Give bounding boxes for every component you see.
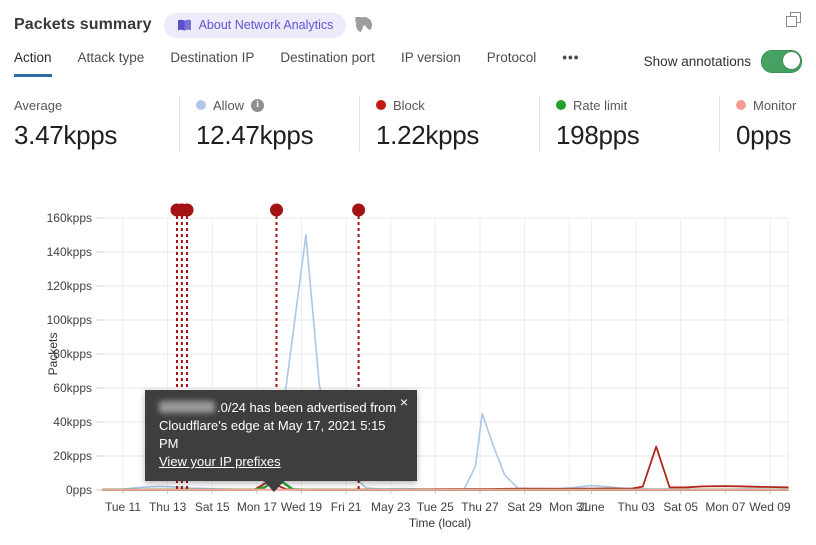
stat-average-label: Average [14,97,63,113]
x-tick-label: Wed 09 [749,500,790,514]
tab-ip-version[interactable]: IP version [400,50,461,65]
tooltip-line1: .0/24 has been advertised from [217,400,397,415]
x-tick-label: Wed 19 [281,500,322,514]
copy-window-icon[interactable] [786,12,802,28]
toggle-knob [783,52,800,69]
badge-label: About Network Analytics [198,18,334,32]
view-ip-prefixes-link[interactable]: View your IP prefixes [159,454,281,469]
show-annotations-label: Show annotations [643,54,751,69]
info-icon[interactable]: i [251,98,265,112]
annotation-tooltip: × .0/24 has been advertised from Cloudfl… [145,390,417,492]
x-tick-label: Thu 27 [461,500,499,514]
stats-row: Average 3.47kpps Allow i 12.47kpps Block… [14,96,816,151]
y-tick-label: 60kpps [53,381,92,395]
x-tick-label: Mon 31 [549,500,589,514]
stat-monitor-value: 0pps [736,120,792,150]
tooltip-line2: Cloudflare's edge at May 17, 2021 5:15 P… [159,418,386,451]
x-tick-label: Tue 11 [105,500,141,514]
tab-protocol[interactable]: Protocol [486,50,537,65]
x-tick-label: June [578,500,604,514]
annotation-marker[interactable] [269,203,283,217]
stat-average-value: 3.47kpps [14,120,118,150]
y-tick-label: 40kpps [53,415,92,429]
tooltip-text: .0/24 has been advertised from Cloudflar… [159,399,405,471]
block-dot [376,100,386,110]
about-network-analytics-badge[interactable]: About Network Analytics [163,12,347,38]
stat-block-value: 1.22kpps [376,120,480,150]
pie-chart-icon [356,17,373,33]
more-tabs-button[interactable]: ••• [562,50,580,65]
page-title: Packets summary [14,16,152,33]
tab-destination-port[interactable]: Destination port [280,50,375,65]
monitor-dot [736,100,746,110]
stat-monitor: Monitor 0pps [719,96,816,151]
stat-block-label: Block [393,97,425,113]
x-tick-label: Sat 05 [663,500,698,514]
y-axis-title: Packets [46,333,60,376]
y-tick-label: 0pps [66,483,92,497]
x-tick-label: Sat 29 [507,500,542,514]
stat-allow: Allow i 12.47kpps [179,96,359,151]
stat-rate-limit-value: 198pps [556,120,640,150]
tab-bar: Action Attack type Destination IP Destin… [14,50,579,77]
x-tick-label: May 23 [371,500,411,514]
y-tick-label: 20kpps [53,449,92,463]
x-tick-label: Mon 17 [237,500,277,514]
x-tick-label: Sat 15 [195,500,230,514]
tab-attack-type[interactable]: Attack type [77,50,145,65]
show-annotations-toggle[interactable] [761,50,802,73]
x-tick-label: Mon 07 [705,500,745,514]
y-tick-label: 120kpps [47,279,92,293]
annotation-marker[interactable] [180,203,194,217]
stat-rate-limit: Rate limit 198pps [539,96,719,151]
copy-icon-front-square [786,16,797,27]
redacted-ip-prefix [159,401,215,413]
y-tick-label: 140kpps [47,245,92,259]
stat-allow-value: 12.47kpps [196,120,314,150]
y-tick-label: 80kpps [53,347,92,361]
tooltip-caret [263,480,285,492]
rate-limit-dot [556,100,566,110]
stat-monitor-label: Monitor [753,97,797,113]
x-axis-title: Time (local) [409,516,471,530]
allow-dot [196,100,206,110]
stat-average: Average 3.47kpps [14,96,179,151]
tabs-row: Action Attack type Destination IP Destin… [14,50,802,82]
header: Packets summary About Network Analytics [14,10,802,40]
x-tick-label: Thu 03 [617,500,655,514]
annotation-marker[interactable] [352,203,366,217]
tab-action[interactable]: Action [14,50,52,77]
y-tick-label: 160kpps [47,211,92,225]
x-tick-label: Thu 13 [149,500,187,514]
stat-rate-limit-label: Rate limit [573,97,628,113]
y-tick-label: 100kpps [47,313,92,327]
tooltip-close-icon[interactable]: × [399,394,408,410]
stat-allow-label: Allow [213,97,245,113]
stat-block: Block 1.22kpps [359,96,539,151]
tab-destination-ip[interactable]: Destination IP [170,50,255,65]
show-annotations-control: Show annotations [644,50,802,73]
x-tick-label: Tue 25 [417,500,454,514]
x-tick-label: Fri 21 [331,500,362,514]
book-icon [177,19,191,31]
